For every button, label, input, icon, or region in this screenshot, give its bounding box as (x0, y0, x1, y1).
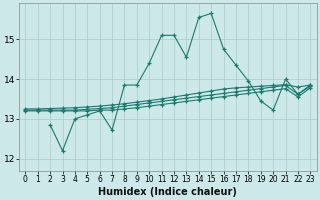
X-axis label: Humidex (Indice chaleur): Humidex (Indice chaleur) (98, 187, 237, 197)
